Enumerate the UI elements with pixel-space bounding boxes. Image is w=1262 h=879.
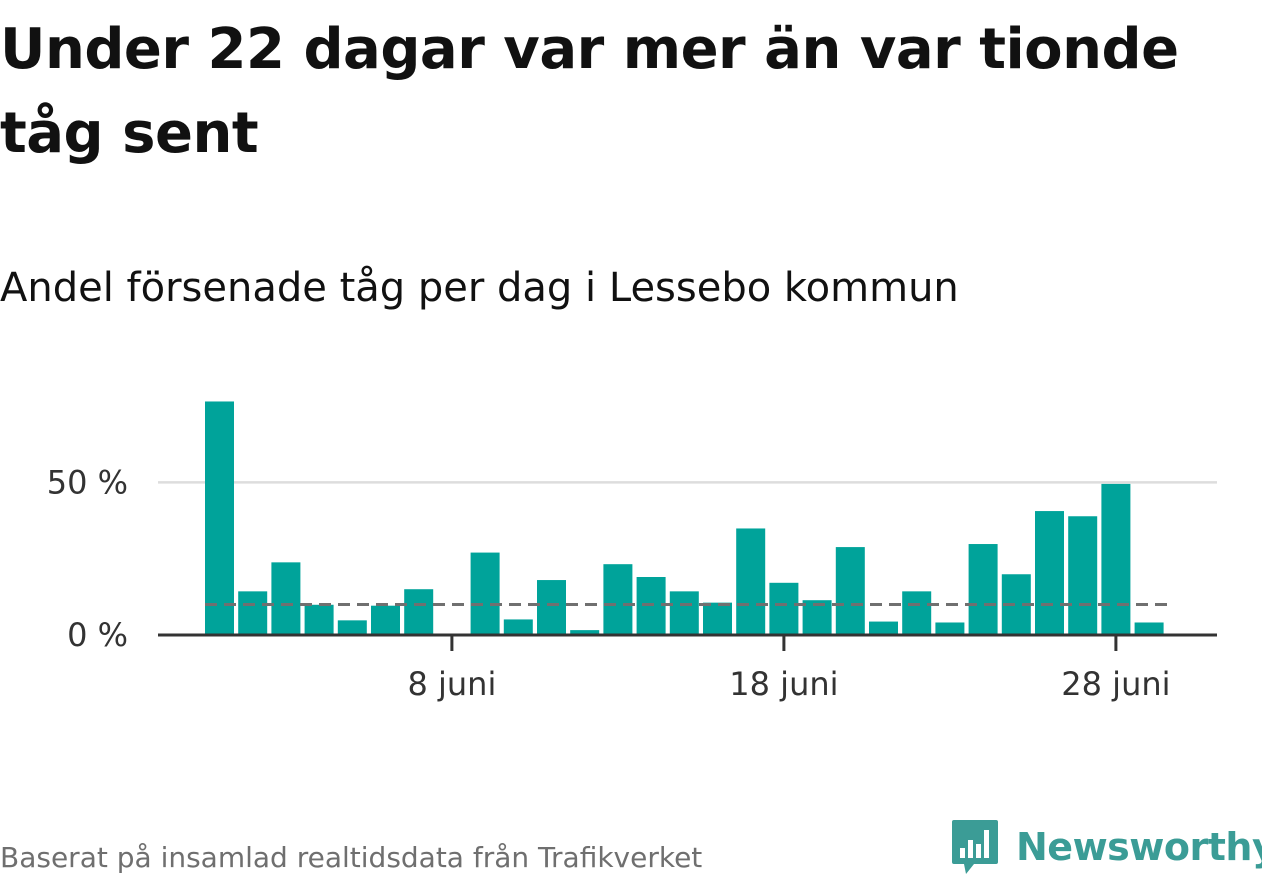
bar — [603, 564, 633, 635]
x-tick-label: 18 juni — [729, 665, 838, 703]
chart-title: Under 22 dagar var mer än var tionde tåg… — [0, 17, 1179, 166]
bar — [470, 552, 500, 635]
bar — [570, 630, 600, 635]
bar — [271, 562, 301, 635]
newsworthy-logo-icon — [952, 820, 998, 874]
bar — [404, 589, 434, 635]
newsworthy-logo[interactable]: Newsworthy — [950, 818, 1262, 876]
bar — [935, 622, 965, 635]
x-tick-label: 28 juni — [1061, 665, 1170, 703]
bar — [736, 528, 766, 635]
bar — [503, 619, 533, 635]
bar — [669, 591, 699, 635]
bar — [835, 547, 865, 635]
bar — [902, 591, 932, 635]
bar — [1101, 483, 1131, 635]
logo-text: Newsworthy — [1016, 825, 1262, 869]
source-note: Baserat på insamlad realtidsdata från Tr… — [0, 841, 703, 874]
bar — [1134, 622, 1164, 635]
bar — [769, 582, 799, 635]
bar — [371, 605, 400, 635]
bar — [537, 580, 566, 635]
bar — [238, 591, 268, 635]
bar — [636, 577, 666, 635]
bar — [968, 544, 998, 635]
y-tick-label: 50 % — [47, 463, 128, 501]
bar — [869, 621, 898, 635]
bar — [802, 600, 832, 635]
y-tick-label: 0 % — [67, 616, 128, 654]
bar — [1035, 511, 1064, 635]
bar — [304, 604, 334, 635]
bar — [205, 401, 234, 635]
bar — [703, 602, 732, 635]
x-tick-label: 8 juni — [407, 665, 496, 703]
bar — [337, 620, 367, 635]
bar — [1068, 516, 1098, 635]
chart-subtitle: Andel försenade tåg per dag i Lessebo ko… — [0, 265, 959, 311]
